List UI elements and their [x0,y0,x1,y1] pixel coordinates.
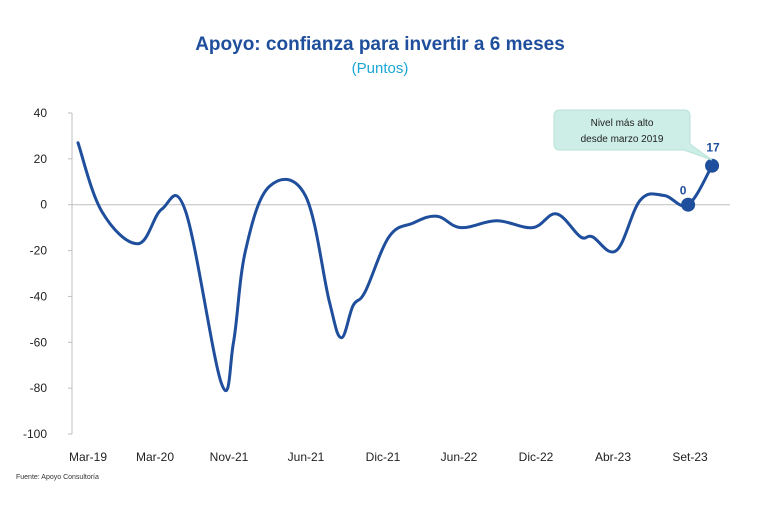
annotation-text-line1: Nivel más alto [591,118,654,129]
x-tick-label: Dic-22 [519,450,554,464]
y-tick-label: -80 [30,381,48,395]
y-tick-label: -20 [30,244,48,258]
y-tick-label: -60 [30,335,48,349]
series-line [76,141,714,393]
annotation-callout [553,109,713,161]
point-label: 17 [706,141,720,155]
annotation-text-line2: desde marzo 2019 [581,134,664,145]
x-tick-label: Dic-21 [366,450,401,464]
chart-title: Apoyo: confianza para invertir a 6 meses [195,34,565,55]
x-tick-label: Abr-23 [595,450,631,464]
x-tick-label: Mar-20 [136,450,174,464]
x-tick-label: Set-23 [672,450,708,464]
y-tick-label: 0 [40,198,47,212]
y-tick-label: -100 [23,427,47,441]
chart-subtitle: (Puntos) [351,60,409,77]
highlight-marker [705,158,720,173]
x-tick-label: Jun-22 [441,450,478,464]
x-tick-label: Nov-21 [210,450,249,464]
y-tick-label: 40 [34,106,48,120]
point-label: 0 [680,184,687,198]
x-tick-label: Jun-21 [288,450,325,464]
highlight-marker [681,197,696,212]
y-tick-label: -40 [30,289,48,303]
y-tick-label: 20 [34,152,48,166]
source-note: Fuente: Apoyo Consultoría [16,474,99,481]
x-tick-label: Mar-19 [69,450,107,464]
